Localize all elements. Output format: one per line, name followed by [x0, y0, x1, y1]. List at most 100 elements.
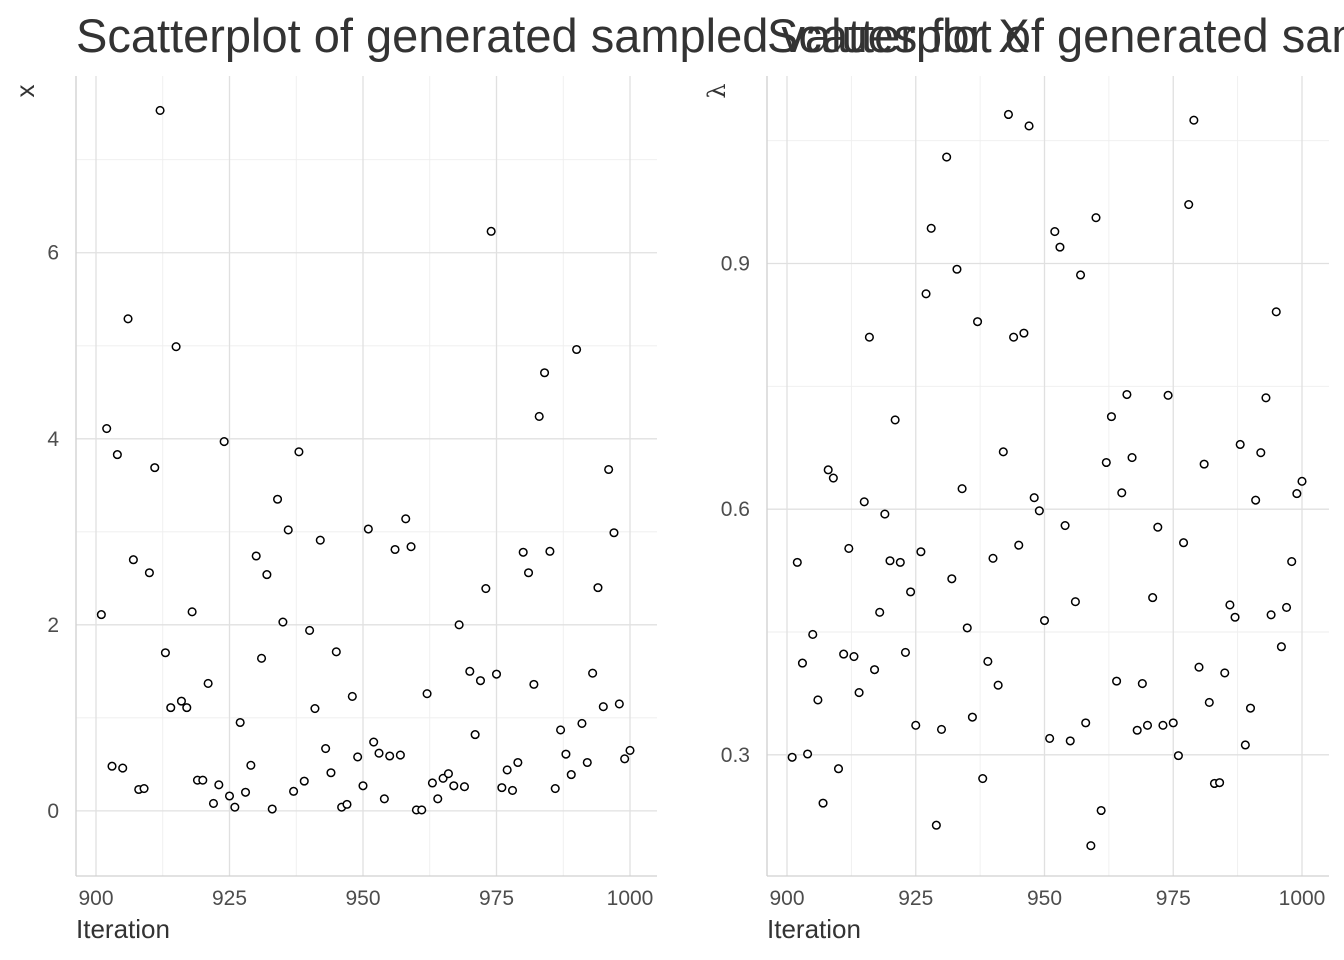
data-point	[1127, 453, 1137, 463]
data-point	[1003, 109, 1014, 120]
data-point	[390, 544, 400, 555]
data-point	[518, 547, 528, 557]
x-tick-label: 975	[479, 887, 514, 910]
data-point	[1276, 642, 1286, 652]
data-point	[128, 555, 138, 565]
data-point	[1122, 389, 1132, 400]
data-point	[1091, 213, 1101, 223]
data-point	[1282, 602, 1292, 612]
data-point	[936, 724, 947, 734]
data-point	[833, 764, 844, 774]
data-point	[406, 542, 416, 552]
data-point	[890, 415, 900, 425]
data-point	[1055, 242, 1065, 252]
data-point	[251, 551, 261, 561]
data-point	[240, 787, 251, 797]
data-point	[813, 695, 823, 705]
data-point	[1266, 610, 1276, 620]
data-point	[609, 528, 619, 538]
data-point	[1070, 597, 1080, 607]
data-point	[1019, 328, 1029, 338]
x-tick-label: 900	[769, 887, 804, 910]
data-point	[849, 652, 859, 662]
data-point	[1137, 679, 1147, 689]
data-point	[422, 689, 432, 699]
data-point	[582, 757, 592, 768]
data-point	[326, 768, 336, 778]
data-point	[465, 666, 475, 676]
data-point	[593, 583, 603, 593]
x-tick-label: 1000	[607, 887, 654, 910]
data-point	[107, 761, 117, 771]
data-point	[998, 447, 1008, 457]
data-point	[1184, 200, 1194, 210]
y-axis-label: x	[10, 85, 40, 98]
data-point	[166, 703, 176, 713]
data-point	[1215, 778, 1225, 788]
data-point	[962, 623, 972, 633]
data-point	[1014, 540, 1024, 550]
data-point	[942, 152, 952, 162]
x-tick-label: 950	[1027, 887, 1062, 910]
data-point	[310, 704, 320, 714]
data-point	[224, 791, 235, 801]
data-point	[102, 424, 112, 434]
data-point	[916, 547, 926, 557]
data-point	[572, 344, 582, 355]
data-point	[497, 783, 507, 793]
data-point	[973, 317, 983, 327]
data-point	[1142, 720, 1153, 730]
data-point	[926, 223, 936, 233]
data-point	[1132, 725, 1142, 735]
data-point	[363, 524, 373, 534]
x-tick-label: 950	[345, 887, 380, 910]
data-point	[171, 342, 181, 352]
y-tick-label: 2	[47, 614, 59, 637]
data-point	[395, 750, 405, 760]
data-point	[1194, 662, 1204, 672]
data-point	[1271, 307, 1281, 317]
data-point	[900, 647, 911, 658]
data-point	[1297, 476, 1307, 486]
data-point	[1225, 600, 1235, 610]
data-point	[347, 691, 357, 702]
data-point	[839, 649, 849, 659]
x-axis-label: Iteration	[76, 914, 170, 944]
grid-lines	[76, 76, 657, 876]
data-point	[828, 473, 838, 483]
data-point	[278, 617, 288, 627]
y-tick-label: 4	[47, 428, 59, 451]
data-point	[1065, 736, 1075, 746]
data-point	[1148, 593, 1158, 603]
x-tick-label: 1000	[1279, 887, 1326, 910]
data-point	[803, 749, 813, 759]
data-point	[374, 748, 384, 758]
data-point	[203, 678, 213, 688]
data-point	[358, 781, 368, 791]
data-point	[556, 725, 566, 735]
data-point	[1112, 676, 1122, 686]
data-point	[246, 760, 256, 770]
data-point	[598, 702, 608, 712]
data-point	[150, 463, 160, 473]
data-point	[379, 794, 389, 804]
data-point	[1189, 115, 1199, 125]
data-point	[507, 785, 518, 795]
data-point	[561, 749, 571, 759]
data-point	[906, 587, 916, 597]
grid-lines	[767, 76, 1329, 876]
data-point	[1256, 448, 1266, 458]
data-point	[870, 665, 880, 675]
data-point	[299, 776, 309, 786]
data-point	[273, 494, 283, 504]
data-point	[1168, 718, 1178, 728]
data-point	[993, 680, 1003, 690]
data-point	[459, 782, 470, 792]
data-point	[155, 105, 165, 115]
data-point	[342, 799, 352, 809]
data-point	[1173, 751, 1183, 761]
x-tick-label: 925	[898, 887, 933, 910]
data-points	[787, 109, 1307, 851]
tick-labels: 0 2 4 6 900 925 950 975 1000	[47, 242, 653, 910]
